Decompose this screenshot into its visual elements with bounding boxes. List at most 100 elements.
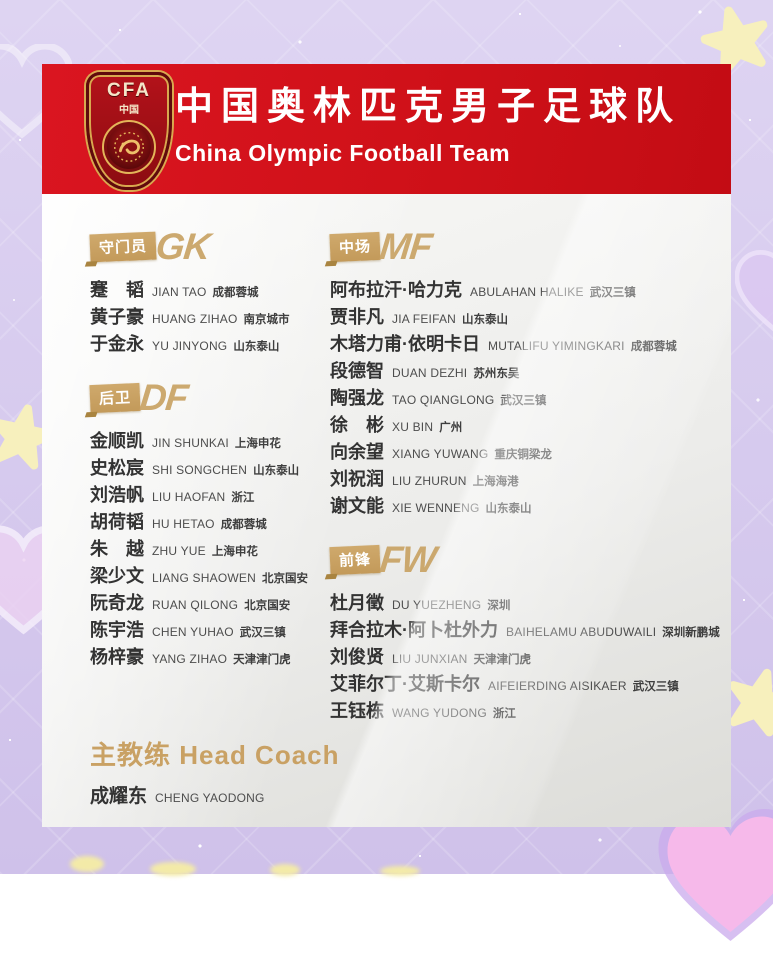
player-club: 山东泰山 bbox=[485, 503, 532, 515]
player-row: 杨梓豪 YANG ZIHAO 天津津门虎 bbox=[90, 643, 328, 670]
position-label-en: DF bbox=[137, 377, 190, 419]
player-club: 上海申花 bbox=[234, 438, 281, 450]
roster-left-column: 守门员 GK 蹇 韬 JIAN TAO 成都蓉城 黄子豪 HUANG ZIHAO… bbox=[89, 226, 328, 692]
player-name-en: XU BIN bbox=[392, 420, 434, 434]
head-coach-label-zh: 主教练 bbox=[90, 740, 172, 770]
player-name-zh: 刘俊贤 bbox=[330, 647, 384, 667]
player-name-en: DUAN DEZHI bbox=[392, 366, 468, 380]
player-name-zh: 段德智 bbox=[330, 361, 384, 381]
flower-blob-decoration bbox=[270, 864, 300, 876]
player-club: 武汉三镇 bbox=[589, 287, 636, 299]
player-name-zh: 朱 越 bbox=[90, 539, 144, 559]
player-name-en: JIN SHUNKAI bbox=[152, 436, 229, 450]
player-row: 刘浩帆 LIU HAOFAN 浙江 bbox=[90, 481, 328, 508]
player-name-zh: 黄子豪 bbox=[90, 307, 144, 327]
head-coach-block: 主教练 Head Coach 成耀东 CHENG YAODONG bbox=[90, 735, 340, 811]
player-name-en: MUTALIFU YIMINGKARI bbox=[488, 339, 625, 353]
player-name-en: BAIHELAMU ABUDUWAILI bbox=[506, 625, 657, 639]
player-row: 金顺凯 JIN SHUNKAI 上海申花 bbox=[90, 427, 328, 454]
player-name-zh: 阿布拉汗·哈力克 bbox=[330, 280, 462, 300]
player-row: 胡荷韬 HU HETAO 成都蓉城 bbox=[90, 508, 328, 535]
player-name-zh: 木塔力甫·依明卡日 bbox=[330, 334, 480, 354]
header-titles: 中国奥林匹克男子足球队 China Olympic Football Team bbox=[175, 75, 681, 167]
player-name-en: ZHU YUE bbox=[152, 544, 206, 558]
player-club: 北京国安 bbox=[244, 600, 291, 612]
player-name-zh: 胡荷韬 bbox=[90, 512, 144, 532]
player-club: 浙江 bbox=[492, 708, 516, 720]
player-row: 阿布拉汗·哈力克 ABULAHAN HALIKE 武汉三镇 bbox=[330, 276, 720, 303]
player-name-en: HUANG ZIHAO bbox=[152, 312, 238, 326]
player-name-zh: 梁少文 bbox=[90, 566, 144, 586]
player-row: 于金永 YU JINYONG 山东泰山 bbox=[90, 330, 328, 357]
player-name-zh: 刘浩帆 bbox=[90, 485, 144, 505]
player-row: 王钰栋 WANG YUDONG 浙江 bbox=[330, 697, 720, 724]
player-row: 段德智 DUAN DEZHI 苏州东吴 bbox=[330, 357, 720, 384]
flower-blob-decoration bbox=[70, 856, 104, 872]
player-name-zh: 于金永 bbox=[90, 334, 144, 354]
player-club: 上海海港 bbox=[472, 476, 519, 488]
section-defenders: 后卫 DF 金顺凯 JIN SHUNKAI 上海申花 史松宸 SHI SONGC… bbox=[89, 377, 328, 670]
player-row: 陶强龙 TAO QIANGLONG 武汉三镇 bbox=[330, 384, 720, 411]
player-name-en: TAO QIANGLONG bbox=[392, 393, 495, 407]
player-name-zh: 贾非凡 bbox=[330, 307, 384, 327]
player-name-en: ABULAHAN HALIKE bbox=[470, 285, 584, 299]
player-row: 阮奇龙 RUAN QILONG 北京国安 bbox=[90, 589, 328, 616]
position-label-en: FW bbox=[377, 539, 438, 581]
position-badge: 后卫 bbox=[89, 382, 141, 414]
player-club: 深圳新鹏城 bbox=[662, 627, 720, 639]
head-coach-name-en: CHENG YAODONG bbox=[155, 791, 265, 805]
player-row: 向余望 XIANG YUWANG 重庆铜梁龙 bbox=[330, 438, 720, 465]
player-club: 成都蓉城 bbox=[630, 341, 677, 353]
player-name-en: LIU HAOFAN bbox=[152, 490, 226, 504]
head-coach-row: 成耀东 CHENG YAODONG bbox=[90, 781, 340, 811]
player-name-zh: 谢文能 bbox=[330, 496, 384, 516]
player-club: 山东泰山 bbox=[253, 465, 300, 477]
player-club: 成都蓉城 bbox=[220, 519, 267, 531]
player-name-zh: 史松宸 bbox=[90, 458, 144, 478]
player-name-zh: 向余望 bbox=[330, 442, 384, 462]
player-name-zh: 陈宇浩 bbox=[90, 620, 144, 640]
player-club: 武汉三镇 bbox=[500, 395, 547, 407]
cfa-logo: CFA 中国 bbox=[86, 72, 172, 190]
roster-right-column: 中场 MF 阿布拉汗·哈力克 ABULAHAN HALIKE 武汉三镇 贾非凡 … bbox=[329, 226, 720, 746]
flower-blob-decoration bbox=[380, 866, 420, 876]
player-row: 木塔力甫·依明卡日 MUTALIFU YIMINGKARI 成都蓉城 bbox=[330, 330, 720, 357]
position-label-zh: 守门员 bbox=[98, 237, 148, 258]
player-row: 蹇 韬 JIAN TAO 成都蓉城 bbox=[90, 276, 328, 303]
player-name-en: DU YUEZHENG bbox=[392, 598, 482, 612]
section-midfielders: 中场 MF 阿布拉汗·哈力克 ABULAHAN HALIKE 武汉三镇 贾非凡 … bbox=[329, 226, 720, 519]
player-club: 苏州东吴 bbox=[473, 368, 520, 380]
roster-card: 守门员 GK 蹇 韬 JIAN TAO 成都蓉城 黄子豪 HUANG ZIHAO… bbox=[42, 194, 731, 827]
player-club: 武汉三镇 bbox=[239, 627, 286, 639]
player-list: 金顺凯 JIN SHUNKAI 上海申花 史松宸 SHI SONGCHEN 山东… bbox=[90, 427, 328, 670]
page-title-en: China Olympic Football Team bbox=[175, 140, 511, 166]
player-name-en: RUAN QILONG bbox=[152, 598, 239, 612]
player-row: 朱 越 ZHU YUE 上海申花 bbox=[90, 535, 328, 562]
player-name-en: YANG ZIHAO bbox=[152, 652, 228, 666]
player-name-zh: 陶强龙 bbox=[330, 388, 384, 408]
player-row: 杜月徵 DU YUEZHENG 深圳 bbox=[330, 589, 720, 616]
player-club: 山东泰山 bbox=[462, 314, 509, 326]
player-name-zh: 阮奇龙 bbox=[90, 593, 144, 613]
cfa-logo-acronym: CFA bbox=[107, 80, 151, 101]
section-forwards: 前锋 FW 杜月徵 DU YUEZHENG 深圳 拜合拉木·阿卜杜外力 BAIH… bbox=[329, 539, 720, 724]
player-name-zh: 杨梓豪 bbox=[90, 647, 144, 667]
player-club: 北京国安 bbox=[261, 573, 308, 585]
player-name-en: HU HETAO bbox=[152, 517, 215, 531]
player-name-zh: 徐 彬 bbox=[330, 415, 384, 435]
player-club: 天津津门虎 bbox=[233, 654, 291, 666]
section-header: 中场 MF bbox=[329, 226, 720, 268]
player-name-en: WANG YUDONG bbox=[392, 706, 487, 720]
player-row: 徐 彬 XU BIN 广州 bbox=[330, 411, 720, 438]
player-club: 成都蓉城 bbox=[212, 287, 259, 299]
cfa-logo-country: 中国 bbox=[119, 105, 139, 116]
player-name-zh: 蹇 韬 bbox=[90, 280, 144, 300]
player-row: 陈宇浩 CHEN YUHAO 武汉三镇 bbox=[90, 616, 328, 643]
player-name-en: LIANG SHAOWEN bbox=[152, 571, 256, 585]
section-header: 守门员 GK bbox=[89, 226, 328, 267]
player-club: 山东泰山 bbox=[233, 341, 280, 353]
position-label-en: MF bbox=[377, 226, 434, 268]
player-row: 谢文能 XIE WENNENG 山东泰山 bbox=[330, 492, 720, 519]
player-name-en: LIU JUNXIAN bbox=[392, 652, 468, 666]
player-name-en: LIU ZHURUN bbox=[392, 474, 467, 488]
